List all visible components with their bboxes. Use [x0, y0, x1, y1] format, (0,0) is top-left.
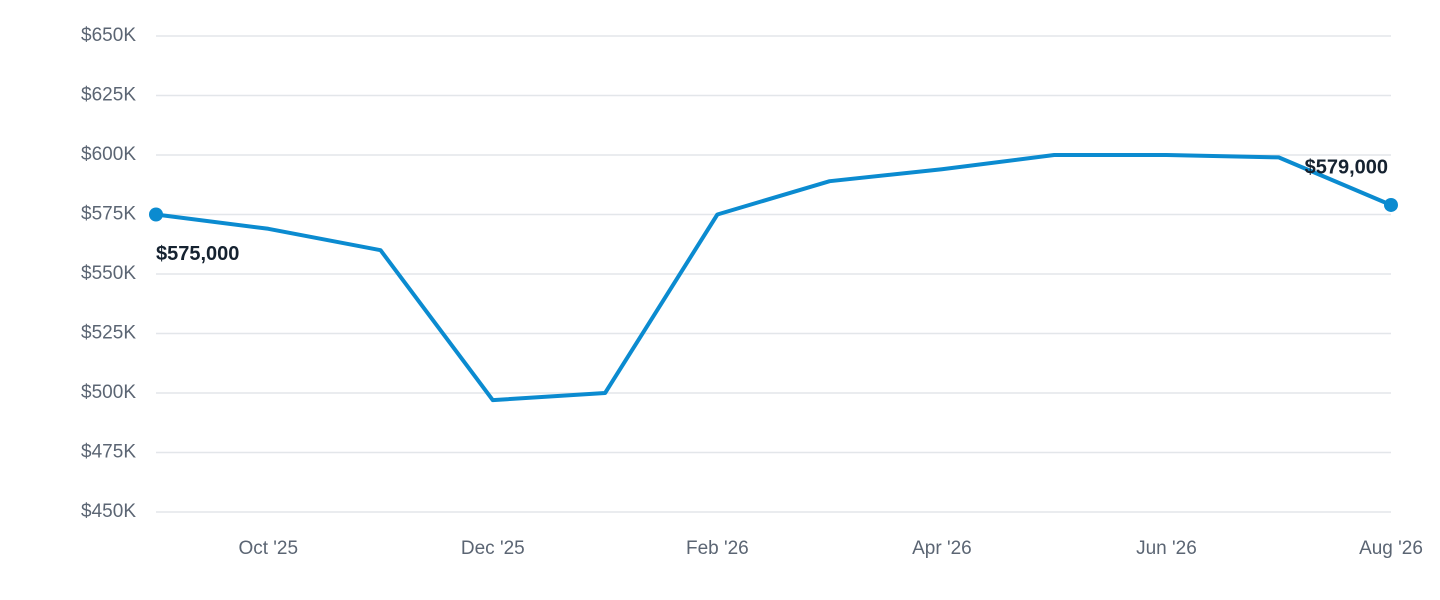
- point: [149, 207, 163, 222]
- value-label: $579,000: [1305, 156, 1388, 178]
- x-tick-label: Apr '26: [912, 538, 972, 559]
- x-tick-label: Dec '25: [461, 538, 525, 559]
- y-tick-label: $475K: [81, 442, 136, 463]
- y-tick-label: $450K: [81, 501, 136, 522]
- y-tick-label: $575K: [81, 204, 136, 225]
- x-tick-label: Jun '26: [1136, 538, 1197, 559]
- y-tick-label: $500K: [81, 382, 136, 403]
- line: [155, 153, 1392, 403]
- x-tick-label: Oct '25: [238, 538, 298, 559]
- y-tick-label: $600K: [81, 144, 136, 165]
- y-tick-label: $525K: [81, 323, 136, 344]
- x-tick-label: Aug '26: [1359, 538, 1423, 559]
- y-tick-label: $650K: [81, 25, 136, 46]
- value-label: $575,000: [156, 243, 239, 265]
- point: [1384, 197, 1398, 212]
- y-tick-label: $625K: [81, 85, 136, 106]
- y-tick-label: $550K: [81, 263, 136, 284]
- x-tick-label: Feb '26: [686, 538, 749, 559]
